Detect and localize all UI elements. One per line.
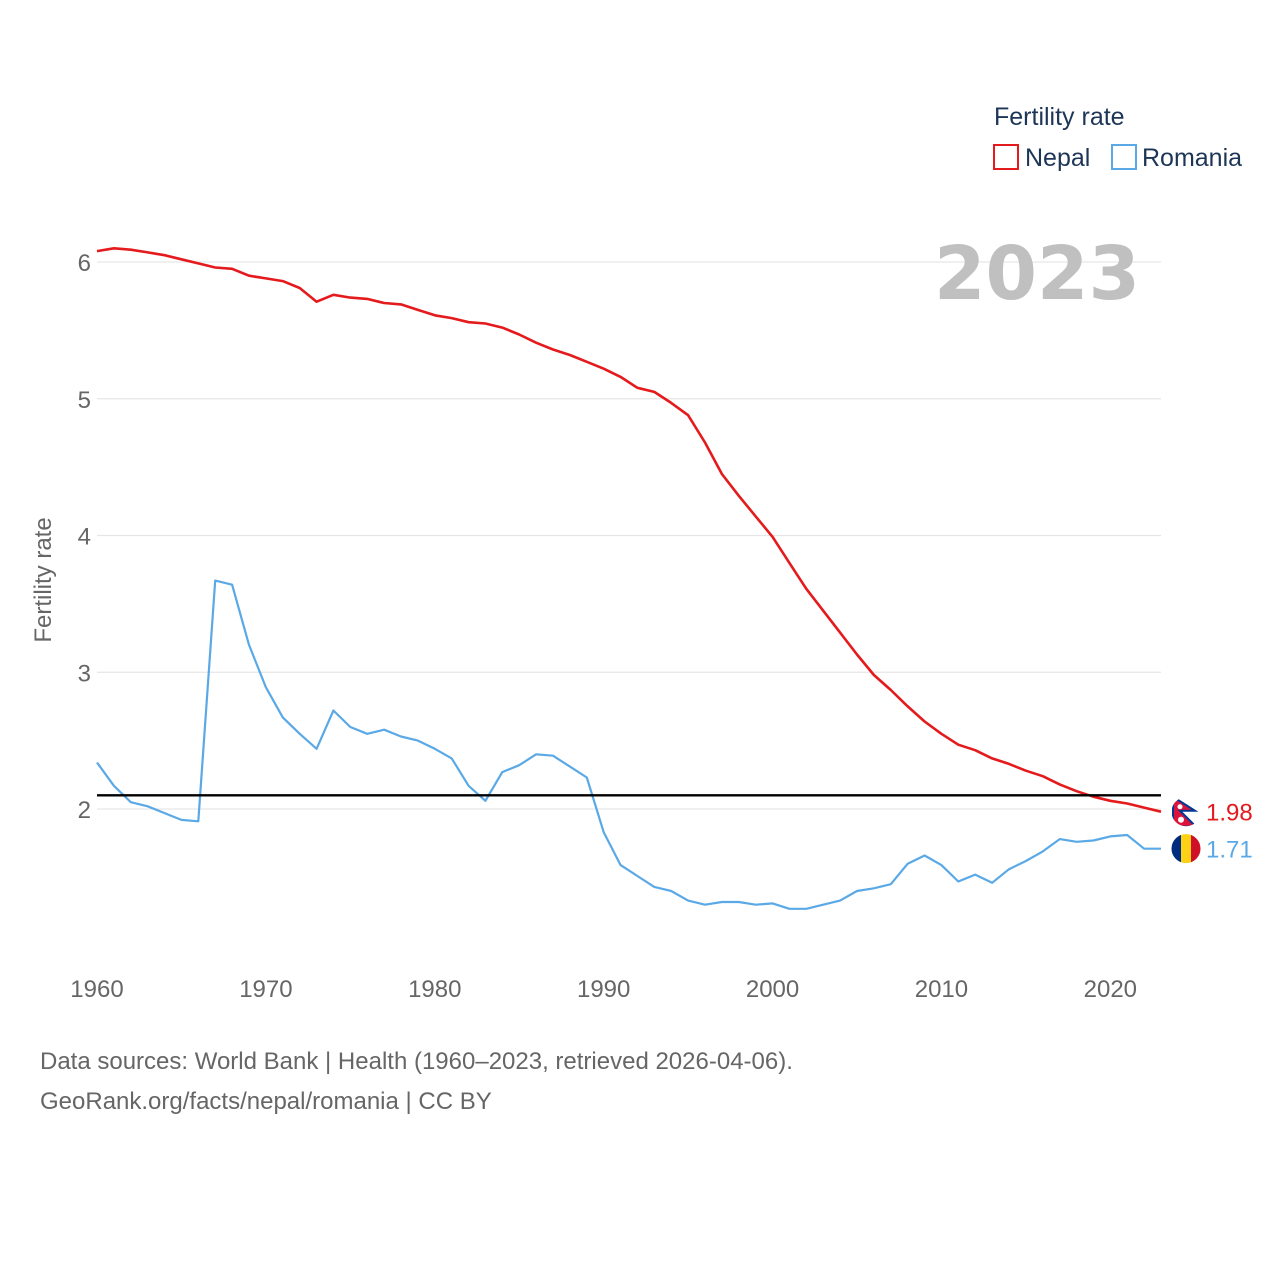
series-lines	[96, 247, 1162, 910]
x-tick-label-2010: 2010	[915, 976, 968, 1003]
x-tick-label-1990: 1990	[577, 976, 630, 1003]
x-tick-label-1980: 1980	[408, 976, 461, 1003]
y-axis-title: Fertility rate	[30, 517, 57, 642]
x-axis-ticks: 1960 1970 1980 1990 2000 2010 2020	[70, 976, 1137, 1003]
y-tick-label-5: 5	[78, 387, 91, 414]
gridlines	[97, 261, 1161, 810]
legend-title: Fertility rate	[994, 103, 1125, 131]
y-tick-label-2: 2	[78, 797, 91, 824]
end-label-romania: 1.71	[1206, 837, 1253, 864]
source-line-2: GeoRank.org/facts/nepal/romania | CC BY	[40, 1088, 492, 1115]
end-label-nepal: 1.98	[1206, 800, 1253, 827]
source-line-1: Data sources: World Bank | Health (1960–…	[40, 1048, 793, 1075]
y-tick-label-4: 4	[78, 524, 91, 551]
y-tick-label-6: 6	[78, 250, 91, 277]
y-tick-label-3: 3	[78, 660, 91, 687]
nepal-flag-icon	[1171, 796, 1201, 827]
x-tick-label-1970: 1970	[239, 976, 292, 1003]
x-tick-label-1960: 1960	[70, 976, 123, 1003]
legend-swatch-romania[interactable]	[1111, 144, 1137, 170]
nepal-flag-marker	[1170, 796, 1202, 828]
year-label: 2023	[934, 231, 1140, 317]
source-note: Data sources: World Bank | Health (1960–…	[40, 1042, 793, 1122]
romania-flag-icon	[1171, 833, 1201, 864]
legend-label-romania[interactable]: Romania	[1142, 144, 1242, 172]
romania-flag-marker	[1170, 833, 1202, 865]
x-tick-label-2020: 2020	[1084, 976, 1137, 1003]
legend-label-nepal[interactable]: Nepal	[1025, 144, 1090, 172]
y-axis-ticks: 2 3 4 5 6	[78, 250, 91, 824]
legend: Fertility rate Nepal Romania	[993, 103, 1242, 172]
end-labels: 1.98 1.71	[1170, 796, 1253, 865]
legend-swatch-nepal[interactable]	[993, 144, 1019, 170]
x-tick-label-2000: 2000	[746, 976, 799, 1003]
series-line-romania[interactable]	[96, 579, 1161, 910]
series-line-nepal[interactable]	[96, 247, 1162, 813]
